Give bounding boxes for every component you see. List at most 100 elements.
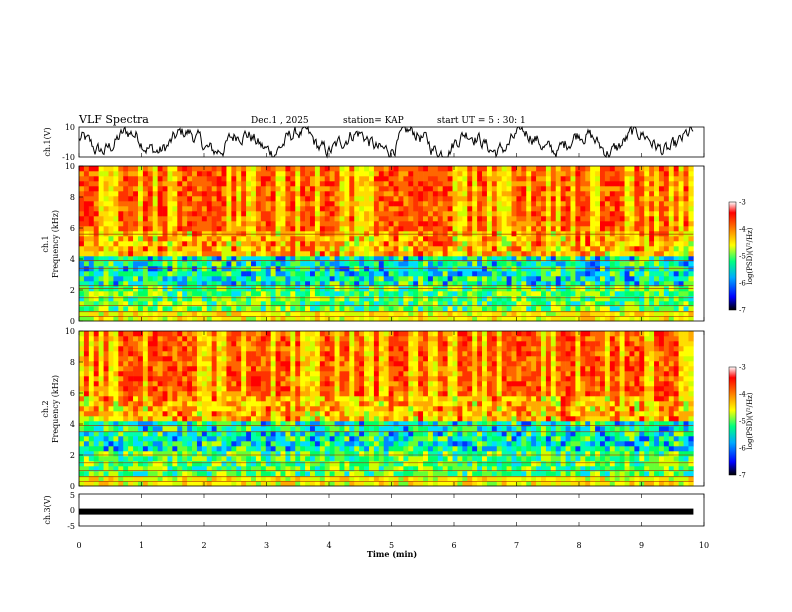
spectrogram-cell: [545, 236, 552, 242]
spectrogram-cell: [167, 216, 173, 222]
spectrogram-cell: [295, 231, 301, 237]
spectrogram-cell: [285, 306, 291, 312]
spectrogram-cell: [300, 186, 306, 192]
spectrogram-cell: [196, 396, 203, 402]
spectrogram-cell: [265, 206, 271, 212]
date-label: Dec.1 , 2025: [251, 116, 309, 126]
spectrogram-cell: [103, 226, 109, 232]
spectrogram-cell: [172, 191, 178, 197]
spectrogram-cell: [196, 421, 203, 427]
spectrogram-cell: [128, 186, 134, 192]
spectrogram-cell: [359, 176, 365, 182]
spectrogram-cell: [88, 436, 95, 442]
spectrogram-cell: [236, 426, 242, 432]
spectrogram-cell: [152, 371, 158, 377]
spectrogram-cell: [251, 206, 257, 212]
spectrogram-cell: [280, 246, 286, 252]
spectrogram-cell: [585, 241, 591, 247]
spectrogram-cell: [265, 226, 271, 232]
spectrogram-cell: [137, 186, 144, 192]
spectrogram-cell: [570, 206, 576, 212]
spectrogram-cell: [152, 386, 158, 392]
ch1-ylabel: ch.1(V): [43, 127, 52, 156]
spectrogram-cell: [575, 306, 581, 312]
spectrogram-cell: [413, 311, 419, 317]
spectrogram-cell: [246, 426, 252, 432]
spectrogram-cell: [128, 191, 134, 197]
spectrogram-cell: [142, 226, 149, 232]
spectrogram-cell: [157, 396, 163, 402]
spectrogram-cell: [157, 451, 163, 457]
spectrogram-cell: [501, 261, 507, 267]
spectrogram-cell: [437, 201, 444, 207]
spectrogram-cell: [182, 351, 188, 357]
spectrogram-cell: [246, 176, 252, 182]
spectrogram-cell: [196, 206, 203, 212]
spectrogram-cell: [108, 276, 114, 282]
spectrogram-cell: [137, 411, 144, 417]
spectrogram-cell: [221, 426, 227, 432]
spectrogram-cell: [334, 271, 340, 277]
spectrogram-cell: [211, 271, 217, 277]
spectrogram-cell: [192, 331, 198, 337]
spectrogram-cell: [128, 476, 134, 482]
spectrogram-cell: [673, 241, 679, 247]
spectrogram-cell: [177, 191, 183, 197]
spectrogram-cell: [167, 276, 173, 282]
spectrogram-cell: [329, 181, 335, 187]
spectrogram-cell: [255, 181, 262, 187]
spectrogram-cell: [570, 166, 576, 172]
spectrogram-cell: [167, 251, 173, 257]
spectrogram-cell: [423, 211, 429, 217]
spectrogram-cell: [432, 191, 439, 197]
spectrogram-cell: [437, 171, 444, 177]
spectrogram-cell: [128, 436, 134, 442]
spectrogram-cell: [251, 216, 257, 222]
spectrogram-cell: [609, 186, 616, 192]
spectrogram-cell: [319, 236, 326, 242]
spectrogram-cell: [79, 246, 85, 252]
spectrogram-cell: [79, 441, 85, 447]
spectrogram-cell: [442, 261, 448, 267]
spectrogram-cell: [216, 356, 222, 362]
spectrogram-cell: [226, 231, 232, 237]
spectrogram-cell: [427, 271, 434, 277]
spectrogram-cell: [285, 181, 291, 187]
spectrogram-cell: [408, 306, 414, 312]
spectrogram-cell: [103, 476, 109, 482]
spectrogram-cell: [147, 381, 154, 387]
spectrogram-cell: [472, 216, 478, 222]
spectrogram-cell: [324, 231, 330, 237]
spectrogram-cell: [88, 421, 95, 427]
spectrogram-cell: [619, 276, 625, 282]
spectrogram-cell: [177, 231, 183, 237]
spectrogram-cell: [137, 451, 144, 457]
spectrogram-cell: [673, 196, 679, 202]
spectrogram-cell: [285, 276, 291, 282]
spectrogram-cell: [113, 196, 119, 202]
ch1-panel-frame: [78, 126, 705, 158]
spectrogram-cell: [595, 221, 601, 227]
spectrogram-cell: [221, 196, 227, 202]
spectrogram-cell: [310, 186, 316, 192]
spectrogram-cell: [629, 171, 635, 177]
spectrogram-cell: [83, 471, 90, 477]
spectrogram-cell: [187, 446, 193, 452]
spectrogram-cell: [585, 231, 591, 237]
spectrogram-cell: [98, 351, 104, 357]
spectrogram-cell: [79, 276, 85, 282]
spectrogram-cell: [423, 191, 429, 197]
spectrogram-cell: [98, 446, 104, 452]
spectrogram-cell: [93, 241, 99, 247]
spectrogram-cell: [457, 236, 463, 242]
spectrogram-cell: [275, 316, 281, 322]
spectrogram-cell: [305, 251, 311, 257]
spectrogram-cell: [162, 386, 168, 392]
spectrogram-cell: [137, 391, 144, 397]
spectrogram-cell: [98, 171, 104, 177]
spectrogram-cell: [231, 281, 237, 287]
spectrogram-cell: [108, 176, 114, 182]
spectrogram-cell: [437, 306, 444, 312]
spectrogram-cell: [236, 236, 242, 242]
spectrogram-cell: [162, 186, 168, 192]
